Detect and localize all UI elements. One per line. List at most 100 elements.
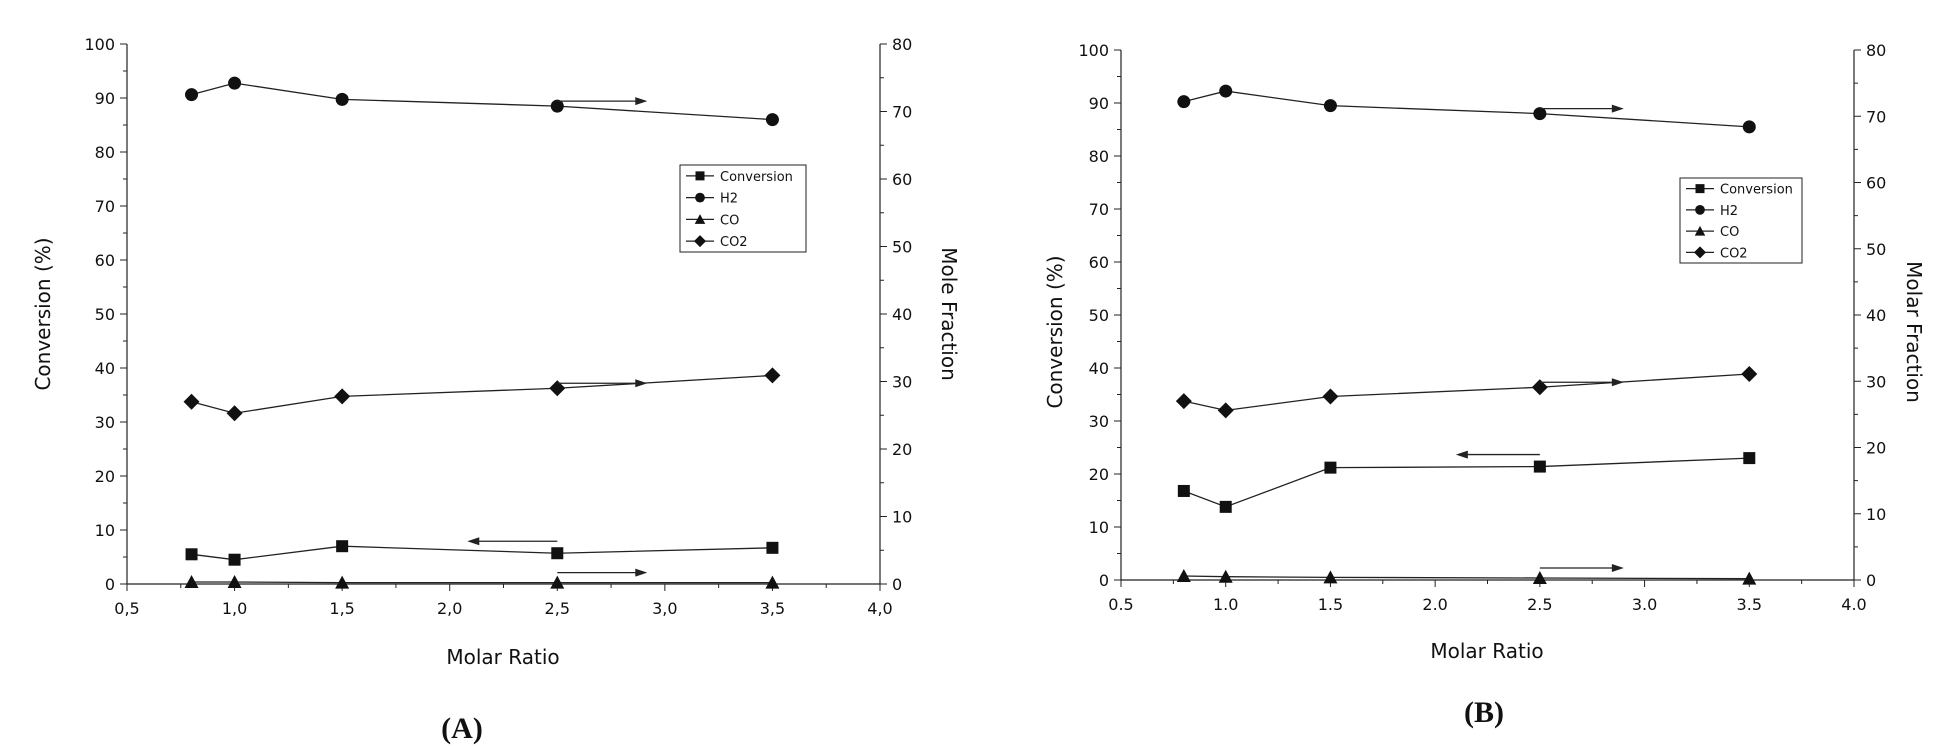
y-tick-label: 80 — [95, 143, 115, 162]
x-ticks: 0,5 1,0 1,5 2,0 2,5 3,0 3,5 4,0 — [114, 584, 893, 618]
data-point-conversion — [1743, 452, 1756, 465]
legend-label-conversion: Conversion — [1720, 183, 1793, 198]
data-point-h2 — [1742, 120, 1756, 134]
y-tick-label: 0 — [105, 575, 115, 594]
y-ticks: 0 10 20 30 40 50 60 70 80 90 100 — [1078, 41, 1121, 590]
x-tick-label: 1,0 — [222, 599, 247, 618]
legend-label-h2: H2 — [1720, 204, 1738, 219]
x-tick-label: 4,0 — [867, 599, 892, 618]
series-line-co — [1183, 575, 1750, 580]
y-right-axis-label: Mole Fraction — [937, 247, 961, 381]
y-tick-label: 80 — [1089, 147, 1109, 166]
series-line-h2 — [191, 82, 773, 121]
y-right-tick-label: 40 — [1866, 306, 1886, 325]
series-line-co2 — [191, 374, 773, 414]
y-right-tick-label: 70 — [1866, 107, 1886, 126]
data-point-co2 — [226, 405, 243, 422]
data-point-conversion — [551, 547, 564, 560]
data-point-co2 — [549, 380, 566, 397]
y-tick-label: 100 — [84, 35, 115, 54]
x-tick-label: 3.5 — [1737, 595, 1762, 614]
legend-label-co: CO — [1720, 225, 1739, 240]
arrow-layer — [467, 97, 648, 577]
data-point-co — [765, 575, 780, 589]
legend: Conversion H2 CO CO2 — [679, 164, 807, 253]
y-tick-label: 50 — [1089, 306, 1109, 325]
y-tick-label: 20 — [95, 467, 115, 486]
y-right-tick-label: 0 — [892, 575, 902, 594]
data-point-h2 — [228, 76, 242, 90]
legend-items: Conversion H2 CO CO2 — [686, 170, 793, 250]
data-point-co2 — [1741, 365, 1758, 382]
data-point-h2 — [1177, 95, 1191, 109]
data-point-conversion — [1177, 484, 1190, 497]
x-tick-label: 2,5 — [545, 599, 570, 618]
legend-marker-conversion — [695, 171, 705, 181]
arrow-head-conversion — [467, 537, 480, 546]
legend-label-conversion: Conversion — [720, 170, 793, 185]
y-tick-label: 20 — [1089, 465, 1109, 484]
series-layer — [183, 76, 781, 589]
x-tick-label: 3.0 — [1632, 595, 1657, 614]
x-tick-label: 2.5 — [1527, 595, 1552, 614]
y-ticks: 0 10 20 30 40 50 60 70 80 90 100 — [84, 35, 127, 594]
legend-label-co2: CO2 — [1720, 246, 1748, 261]
y-tick-label: 60 — [1089, 253, 1109, 272]
y-tick-label: 30 — [1089, 412, 1109, 431]
y-tick-label: 70 — [1089, 200, 1109, 219]
data-point-co2 — [764, 367, 781, 384]
y-tick-label: 40 — [95, 359, 115, 378]
y-right-tick-label: 80 — [1866, 41, 1886, 60]
legend-label-co2: CO2 — [720, 235, 748, 250]
data-point-co — [335, 575, 350, 589]
x-ticks: 0.5 1.0 1.5 2.0 2.5 3.0 3.5 4.0 — [1108, 580, 1867, 614]
y-right-tick-label: 60 — [1866, 174, 1886, 193]
data-point-h2 — [1533, 107, 1547, 121]
legend-marker-co2 — [1694, 246, 1706, 259]
legend-marker-co — [694, 214, 706, 224]
x-axis-label: Molar Ratio — [1430, 639, 1543, 663]
data-point-co — [1532, 571, 1547, 585]
data-point-co2 — [334, 388, 351, 405]
y-right-tick-label: 60 — [892, 170, 912, 189]
series-line-h2 — [1183, 90, 1750, 128]
x-axis-label: Molar Ratio — [446, 645, 559, 669]
legend-marker-h2 — [1695, 205, 1705, 215]
legend-label-h2: H2 — [720, 192, 738, 207]
y-right-tick-label: 0 — [1866, 571, 1876, 590]
y-right-tick-label: 20 — [892, 440, 912, 459]
y-tick-label: 60 — [95, 251, 115, 270]
y-tick-label: 70 — [95, 197, 115, 216]
chart-panel-a: 0,5 1,0 1,5 2,0 2,5 3,0 3,5 4,0 0 10 20 30 40 50 60 70… — [31, 35, 961, 745]
data-point-co — [227, 574, 242, 588]
data-point-conversion — [185, 548, 198, 561]
arrow-head-co2 — [635, 379, 648, 388]
data-point-h2 — [1219, 84, 1233, 98]
data-point-co — [1323, 570, 1338, 584]
data-point-co2 — [1175, 393, 1192, 410]
data-point-co — [1218, 569, 1233, 583]
data-point-co — [184, 574, 199, 588]
y-right-tick-label: 20 — [1866, 439, 1886, 458]
legend-marker-conversion — [1695, 184, 1705, 194]
data-point-h2 — [765, 113, 779, 127]
data-point-co — [1742, 571, 1757, 585]
y-right-axis-label: Molar Fraction — [1902, 261, 1926, 403]
arrow-layer — [1455, 104, 1624, 573]
arrow-head-co2 — [1611, 378, 1624, 387]
y-tick-label: 90 — [95, 89, 115, 108]
arrow-head-h2 — [635, 97, 648, 106]
y-right-tick-label: 30 — [892, 373, 912, 392]
x-tick-label: 3,5 — [760, 599, 785, 618]
x-tick-label: 1.5 — [1318, 595, 1343, 614]
data-point-h2 — [185, 88, 199, 102]
legend-marker-co2 — [694, 235, 706, 248]
arrow-head-co — [1611, 564, 1624, 573]
chart-panel-b: 0.5 1.0 1.5 2.0 2.5 3.0 3.5 4.0 0 10 20 30 40 50 60 70… — [1043, 41, 1926, 729]
y-right-ticks: 0 10 20 30 40 50 60 70 80 — [1854, 41, 1886, 590]
panel-label: (B) — [1464, 696, 1504, 729]
data-point-h2 — [550, 99, 564, 113]
arrow-head-co — [635, 568, 648, 577]
y-tick-label: 90 — [1089, 94, 1109, 113]
